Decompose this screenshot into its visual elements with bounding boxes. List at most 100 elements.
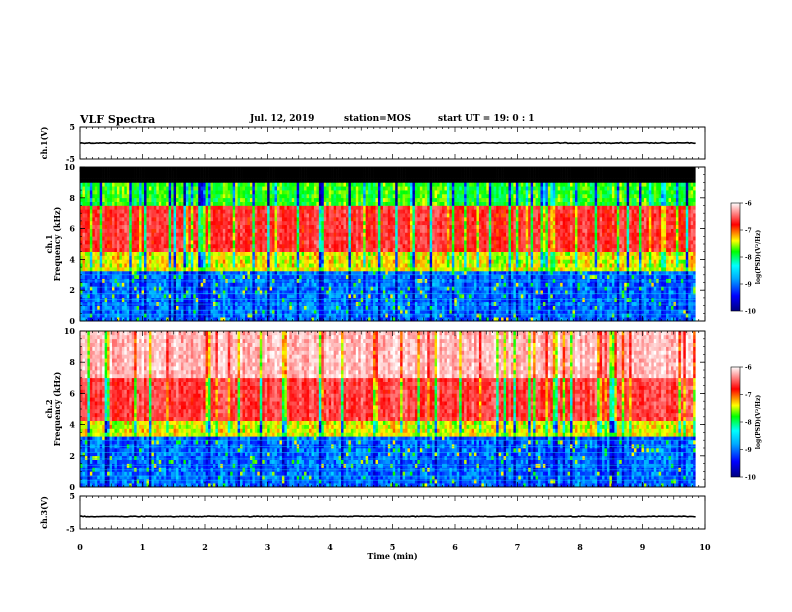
- spectrogram-cell: [435, 306, 438, 310]
- spectrogram-cell: [496, 256, 499, 260]
- spectrogram-cell: [223, 248, 226, 252]
- spectrogram-cell: [395, 294, 398, 298]
- spectrogram-cell: [654, 290, 657, 294]
- spectrogram-cell: [400, 271, 403, 275]
- spectrogram-cell: [459, 256, 462, 260]
- spectrogram-cell: [110, 267, 113, 271]
- spectrogram-cell: [649, 306, 652, 310]
- spectrogram-cell: [247, 294, 250, 298]
- spectrogram-cell: [479, 290, 482, 294]
- spectrogram-cell: [230, 298, 233, 302]
- spectrogram-cell: [400, 267, 403, 271]
- spectrogram-cell: [267, 263, 270, 267]
- spectrogram-cell: [430, 275, 433, 279]
- spectrogram-cell: [186, 306, 189, 310]
- spectrogram-cell: [435, 290, 438, 294]
- spectrogram-cell: [605, 263, 608, 267]
- spectrogram-cell: [289, 283, 292, 287]
- spectrogram-cell: [533, 313, 536, 317]
- spectrogram-cell: [188, 256, 191, 260]
- spectrogram-cell: [454, 294, 457, 298]
- spectrogram-cell: [476, 306, 479, 310]
- spectrogram-cell: [223, 290, 226, 294]
- spectrogram-cell: [225, 275, 228, 279]
- spectrogram-cell: [228, 306, 231, 310]
- spectrogram-cell: [422, 283, 425, 287]
- spectrogram-cell: [476, 252, 479, 256]
- spectrogram-cell: [267, 248, 270, 252]
- spectrogram-cell: [669, 259, 672, 263]
- spectrogram-cell: [316, 275, 319, 279]
- spectrogram-cell: [255, 283, 258, 287]
- spectrogram-cell: [545, 313, 548, 317]
- spectrogram-cell: [107, 263, 110, 267]
- spectrogram-cell: [326, 313, 329, 317]
- spectrogram-cell: [521, 275, 524, 279]
- spectrogram-cell: [664, 298, 667, 302]
- spectrogram-cell: [267, 256, 270, 260]
- spectrogram-cell: [585, 306, 588, 310]
- spectrogram-cell: [105, 290, 108, 294]
- spectrogram-cell: [277, 263, 280, 267]
- spectrogram-cell: [154, 252, 157, 256]
- spectrogram-cell: [277, 275, 280, 279]
- spectrogram-cell: [238, 294, 241, 298]
- spectrogram-cell: [329, 283, 332, 287]
- spectrogram-cell: [149, 275, 152, 279]
- spectrogram-cell: [124, 275, 127, 279]
- spectrogram-cell: [176, 252, 179, 256]
- spectrogram-cell: [454, 283, 457, 287]
- spectrogram-cell: [543, 306, 546, 310]
- spectrogram-cell: [452, 298, 455, 302]
- spectrogram-cell: [671, 283, 674, 287]
- spectrogram-cell: [299, 252, 302, 256]
- spectrogram-cell: [314, 259, 317, 263]
- spectrogram-cell: [518, 267, 521, 271]
- spectrogram-cell: [555, 283, 558, 287]
- spectrogram-cell: [243, 259, 246, 263]
- spectrogram-cell: [220, 259, 223, 263]
- spectrogram-cell: [494, 290, 497, 294]
- spectrogram-cell: [196, 275, 199, 279]
- spectrogram-cell: [575, 259, 578, 263]
- spectrogram-cell: [442, 283, 445, 287]
- spectrogram-cell: [132, 298, 135, 302]
- spectrogram-cell: [213, 256, 216, 260]
- spectrogram-cell: [440, 283, 443, 287]
- spectrogram-cell: [548, 306, 551, 310]
- spectrogram-cell: [609, 275, 612, 279]
- spectrogram-cell: [521, 263, 524, 267]
- spectrogram-cell: [538, 259, 541, 263]
- spectrogram-cell: [339, 294, 342, 298]
- spectrogram-cell: [252, 256, 255, 260]
- spectrogram-cell: [156, 244, 159, 248]
- spectrogram-cell: [265, 313, 268, 317]
- spectrogram-cell: [659, 275, 662, 279]
- spectrogram-cell: [398, 248, 401, 252]
- spectrogram-cell: [220, 290, 223, 294]
- spectrogram-cell: [262, 271, 265, 275]
- ch1-waveform-ytick-label: 5: [69, 122, 75, 132]
- spectrogram-cell: [284, 259, 287, 263]
- spectrogram-cell: [287, 267, 290, 271]
- spectrogram-cell: [331, 248, 334, 252]
- spectrogram-cell: [390, 294, 393, 298]
- spectrogram-cell: [191, 259, 194, 263]
- spectrogram-cell: [208, 248, 211, 252]
- spectrogram-cell: [213, 313, 216, 317]
- spectrogram-cell: [508, 290, 511, 294]
- spectrogram-cell: [97, 275, 100, 279]
- spectrogram-cell: [122, 294, 125, 298]
- spectrogram-cell: [563, 248, 566, 252]
- spectrogram-cell: [501, 252, 504, 256]
- spectrogram-cell: [161, 252, 164, 256]
- spectrogram-cell: [203, 306, 206, 310]
- spectrogram-cell: [410, 313, 413, 317]
- spectrogram-cell: [314, 256, 317, 260]
- spectrogram-cell: [201, 248, 204, 252]
- spectrogram-cell: [476, 271, 479, 275]
- spectrogram-cell: [523, 275, 526, 279]
- spectrogram-cell: [390, 290, 393, 294]
- spectrogram-cell: [127, 290, 130, 294]
- spectrogram-cell: [452, 313, 455, 317]
